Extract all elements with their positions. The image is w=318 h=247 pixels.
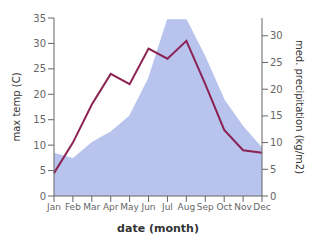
svg-text:20: 20 xyxy=(33,89,46,100)
svg-text:Dec: Dec xyxy=(253,202,270,212)
svg-text:30: 30 xyxy=(270,30,283,41)
svg-text:25: 25 xyxy=(270,57,283,68)
svg-text:Apr: Apr xyxy=(103,202,119,212)
svg-text:Oct: Oct xyxy=(216,202,232,212)
svg-text:15: 15 xyxy=(33,114,46,125)
svg-text:Sep: Sep xyxy=(197,202,214,212)
svg-text:date (month): date (month) xyxy=(117,222,199,235)
svg-text:35: 35 xyxy=(33,13,46,24)
svg-text:0: 0 xyxy=(270,191,276,202)
svg-text:Aug: Aug xyxy=(178,202,196,212)
svg-text:15: 15 xyxy=(270,110,283,121)
svg-text:5: 5 xyxy=(40,165,46,176)
svg-text:10: 10 xyxy=(33,140,46,151)
svg-text:Nov: Nov xyxy=(234,202,252,212)
svg-text:max temp (C): max temp (C) xyxy=(11,72,22,141)
svg-text:Feb: Feb xyxy=(65,202,81,212)
svg-text:Jul: Jul xyxy=(161,202,173,212)
svg-text:May: May xyxy=(120,202,139,212)
svg-text:20: 20 xyxy=(270,84,283,95)
svg-text:Jun: Jun xyxy=(141,202,156,212)
svg-text:5: 5 xyxy=(270,164,276,175)
svg-text:10: 10 xyxy=(270,137,283,148)
svg-text:Mar: Mar xyxy=(83,202,100,212)
svg-text:0: 0 xyxy=(40,191,46,202)
svg-text:med. precipitation (kg/m2): med. precipitation (kg/m2) xyxy=(294,40,305,174)
svg-text:Jan: Jan xyxy=(46,202,61,212)
svg-text:25: 25 xyxy=(33,63,46,74)
svg-text:30: 30 xyxy=(33,38,46,49)
